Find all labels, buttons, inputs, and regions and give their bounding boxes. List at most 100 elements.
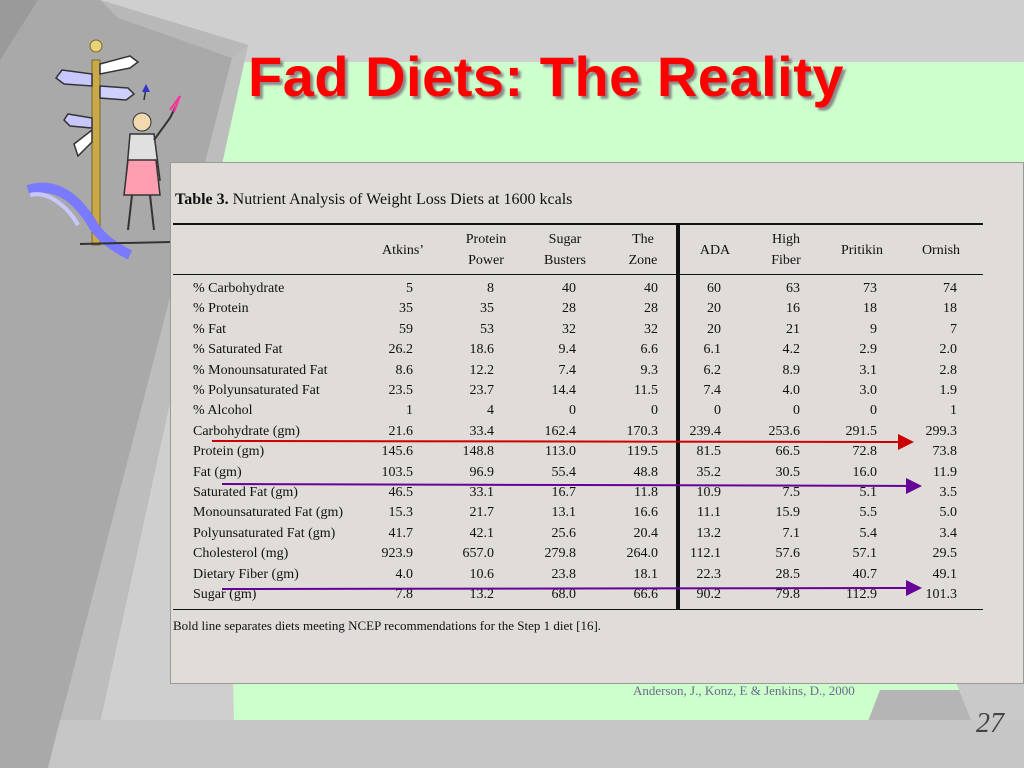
table-cell: 18.6 bbox=[469, 342, 495, 358]
row-label: % Alcohol bbox=[193, 403, 253, 419]
table-cell: 9.3 bbox=[640, 362, 659, 378]
table-cell: 11.8 bbox=[634, 485, 658, 500]
table-cell: 10.6 bbox=[469, 566, 495, 582]
column-header-line1: Atkins’ bbox=[382, 243, 424, 258]
column-header: High Fiber bbox=[746, 229, 826, 271]
table-cell: 16.6 bbox=[633, 505, 659, 521]
table-cell: 13.1 bbox=[551, 505, 577, 521]
table-cell: 3.4 bbox=[939, 525, 958, 541]
table-cell: 53 bbox=[480, 321, 494, 337]
table-cell: 11.9 bbox=[933, 464, 957, 480]
table-cell: 1.9 bbox=[939, 383, 958, 398]
column-header: Sugar Busters bbox=[525, 229, 605, 271]
table-cell: 42.1 bbox=[469, 525, 495, 541]
table-cell: 6.2 bbox=[703, 362, 722, 378]
row-label: Protein (gm) bbox=[193, 444, 265, 460]
row-label: Monounsaturated Fat (gm) bbox=[193, 505, 344, 521]
table-cell: 22.3 bbox=[696, 566, 722, 582]
table-cell: 239.4 bbox=[689, 423, 722, 439]
table-cell: 35 bbox=[399, 301, 413, 317]
table-cell: 81.5 bbox=[696, 444, 722, 460]
table-cell: 73.8 bbox=[932, 444, 958, 460]
table-caption: Table 3. Nutrient Analysis of Weight Los… bbox=[175, 191, 572, 209]
table-cell: 923.9 bbox=[381, 546, 414, 562]
row-label: % Fat bbox=[193, 321, 227, 337]
table-cell: 15.9 bbox=[775, 505, 801, 521]
table-cell: 0 bbox=[651, 403, 658, 419]
table-cell: 112.1 bbox=[690, 546, 721, 562]
table-cell: 20 bbox=[707, 321, 721, 337]
row-label: Dietary Fiber (gm) bbox=[193, 566, 299, 582]
column-header: The Zone bbox=[603, 229, 683, 271]
table-cell: 57.6 bbox=[775, 546, 801, 562]
table-cell: 59 bbox=[399, 321, 413, 337]
table-cell: 41.7 bbox=[388, 525, 414, 541]
table-cell: 28 bbox=[644, 301, 658, 317]
table-cell: 3.0 bbox=[859, 383, 878, 398]
table-cell: 279.8 bbox=[544, 546, 577, 562]
column-header-line1: ADA bbox=[699, 243, 731, 258]
table-cell: 73 bbox=[863, 281, 877, 296]
table-cell: 264.0 bbox=[626, 546, 659, 562]
table-cell: 48.8 bbox=[633, 464, 659, 480]
table-cell: 657.0 bbox=[462, 546, 495, 562]
table-cell: 20 bbox=[707, 301, 721, 317]
table-cell: 74 bbox=[943, 281, 957, 296]
table-cell: 4 bbox=[487, 403, 494, 419]
table-cell: 60 bbox=[707, 281, 721, 296]
table-cell: 103.5 bbox=[381, 464, 414, 480]
ncep-separator-line bbox=[676, 224, 680, 610]
table-cell: 66.6 bbox=[633, 587, 659, 602]
table-cell: 3.1 bbox=[859, 362, 878, 378]
table-cell: 11.1 bbox=[697, 505, 721, 521]
table-cell: 20.4 bbox=[633, 525, 659, 541]
table-cell: 9.4 bbox=[558, 342, 577, 358]
table-cell: 6.6 bbox=[640, 342, 659, 358]
table-cell: 299.3 bbox=[925, 423, 958, 439]
signpost-woman-icon bbox=[26, 39, 181, 260]
table-cell: 5.5 bbox=[859, 505, 878, 521]
column-header-line1: The bbox=[632, 232, 654, 247]
table-cell: 26.2 bbox=[388, 342, 414, 358]
table-cell: 16.7 bbox=[551, 485, 577, 500]
page-title: Fad Diets: The Reality bbox=[248, 45, 845, 108]
row-label: % Carbohydrate bbox=[193, 281, 285, 296]
column-header-line2: Power bbox=[468, 253, 504, 268]
table-cell: 96.9 bbox=[469, 464, 495, 480]
table-cell: 79.8 bbox=[775, 587, 801, 602]
column-header: Protein Power bbox=[446, 229, 526, 271]
table-cell: 0 bbox=[714, 403, 721, 419]
row-label: % Monounsaturated Fat bbox=[193, 362, 328, 378]
table-cell: 0 bbox=[793, 403, 800, 419]
table-cell: 5.0 bbox=[939, 505, 958, 521]
table-cell: 2.8 bbox=[939, 362, 958, 378]
column-header-line1: Protein bbox=[465, 232, 507, 247]
table-header-rule bbox=[173, 274, 983, 275]
table-cell: 63 bbox=[786, 281, 800, 296]
table-cell: 35.2 bbox=[696, 464, 722, 480]
table-cell: 25.6 bbox=[551, 525, 577, 541]
table-cell: 21.7 bbox=[469, 505, 495, 521]
table-cell: 113.0 bbox=[545, 444, 576, 460]
row-label: % Protein bbox=[193, 301, 249, 317]
row-label: Cholesterol (mg) bbox=[193, 546, 289, 562]
table-cell: 40 bbox=[562, 281, 576, 296]
table-cell: 68.0 bbox=[551, 587, 577, 602]
table-cell: 291.5 bbox=[845, 423, 878, 439]
table-cell: 7.4 bbox=[558, 362, 577, 378]
table-cell: 9 bbox=[870, 321, 877, 337]
table-cell: 7.4 bbox=[703, 383, 722, 398]
table-cell: 13.2 bbox=[469, 587, 495, 602]
table-cell: 23.7 bbox=[469, 383, 495, 398]
table-cell: 57.1 bbox=[852, 546, 878, 562]
table-cell: 7 bbox=[950, 321, 957, 337]
table-cell: 16.0 bbox=[852, 464, 878, 480]
table-cell: 32 bbox=[562, 321, 576, 337]
table-cell: 21 bbox=[786, 321, 800, 337]
table-cell: 10.9 bbox=[696, 485, 722, 500]
table-cell: 15.3 bbox=[388, 505, 414, 521]
table-cell: 11.5 bbox=[634, 383, 658, 398]
table-bottom-rule bbox=[173, 609, 983, 610]
table-cell: 46.5 bbox=[388, 485, 414, 500]
